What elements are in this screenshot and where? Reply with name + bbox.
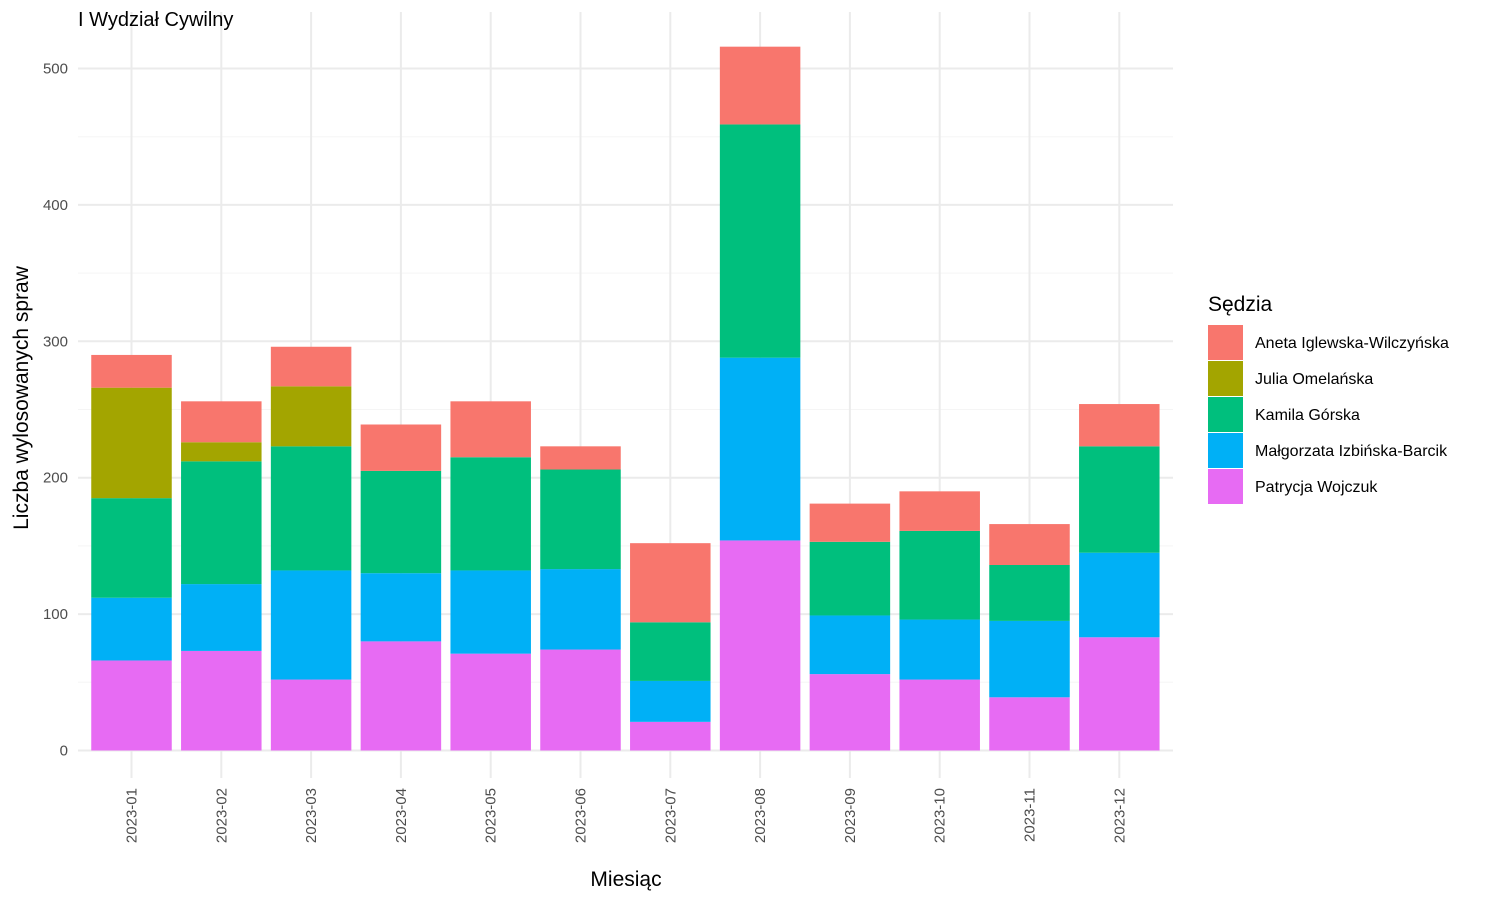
bar-segment — [450, 570, 531, 654]
bar-segment — [360, 573, 442, 642]
y-tick-label: 100 — [43, 606, 68, 623]
legend-swatch — [1208, 325, 1243, 360]
bar-segment — [899, 619, 980, 680]
bar-segment — [91, 354, 172, 388]
bar-segment — [91, 498, 172, 598]
y-tick-label: 0 — [60, 743, 68, 760]
legend-label: Julia Omelańska — [1255, 371, 1373, 388]
bar-segment — [450, 653, 531, 751]
bar-segment — [91, 597, 172, 661]
x-tick-label: 2023-12 — [1111, 788, 1128, 843]
bar-segment — [450, 401, 531, 458]
bar-segment — [91, 660, 172, 751]
bar-segment — [630, 622, 711, 681]
x-tick-label: 2023-02 — [213, 788, 230, 843]
bar-segment — [989, 564, 1070, 621]
bar-segment — [181, 584, 262, 651]
y-tick-label: 500 — [43, 61, 68, 78]
y-tick-label: 200 — [43, 470, 68, 487]
legend-label: Małgorzata Izbińska-Barcik — [1255, 443, 1448, 460]
legend-label: Kamila Górska — [1255, 407, 1360, 424]
chart-title: I Wydział Cywilny — [78, 9, 233, 31]
bar-segment — [270, 386, 352, 447]
bars — [91, 46, 1160, 751]
bar-segment — [270, 570, 352, 680]
bar-segment — [540, 446, 621, 470]
x-tick-label: 2023-08 — [752, 788, 769, 843]
bar-segment — [360, 641, 442, 751]
legend-label: Patrycja Wojczuk — [1255, 479, 1378, 496]
bar-segment — [181, 461, 262, 585]
bar-segment — [1079, 552, 1160, 638]
x-tick-label: 2023-11 — [1022, 788, 1039, 842]
bar-segment — [1079, 446, 1160, 553]
legend-swatch — [1208, 397, 1243, 432]
bar-segment — [630, 543, 711, 623]
x-tick-label: 2023-09 — [842, 788, 859, 843]
bar-segment — [719, 46, 801, 125]
bar-segment — [809, 503, 891, 542]
y-tick-label: 400 — [43, 197, 68, 214]
bar-segment — [540, 649, 621, 751]
bar-segment — [270, 346, 352, 387]
bar-segment — [989, 524, 1070, 565]
bar-segment — [989, 697, 1070, 751]
bar-segment — [270, 679, 352, 751]
bar-segment — [1079, 637, 1160, 751]
legend-swatch — [1208, 433, 1243, 468]
bar-segment — [360, 470, 442, 574]
y-tick-label: 300 — [43, 333, 68, 350]
bar-segment — [540, 469, 621, 570]
x-tick-label: 2023-03 — [303, 788, 320, 843]
x-axis-ticks: 2023-01 2023-02 2023-03 2023-04 2023-05 2023-… — [124, 788, 1129, 843]
bar-segment — [809, 674, 891, 751]
legend: Sędzia Aneta Iglewska-Wilczyńska Julia Om… — [1208, 293, 1449, 504]
legend-label: Aneta Iglewska-Wilczyńska — [1255, 335, 1449, 352]
x-tick-label: 2023-04 — [393, 788, 410, 843]
bar-segment — [1079, 404, 1160, 447]
bar-segment — [719, 124, 801, 358]
bar-segment — [809, 615, 891, 675]
x-axis-title: Miesiąc — [590, 868, 661, 891]
x-tick-label: 2023-01 — [124, 788, 141, 843]
bar-segment — [270, 446, 352, 571]
bar-segment — [181, 442, 262, 462]
bar-segment — [181, 650, 262, 751]
bar-segment — [989, 620, 1070, 698]
x-tick-label: 2023-05 — [483, 788, 500, 843]
x-tick-label: 2023-10 — [932, 788, 949, 843]
y-axis-title: Liczba wylosowanych spraw — [10, 265, 33, 530]
legend-title: Sędzia — [1208, 293, 1273, 316]
bar-segment — [360, 424, 442, 471]
bar-segment — [899, 530, 980, 620]
bar-segment — [809, 541, 891, 616]
bar-segment — [899, 679, 980, 751]
x-tick-label: 2023-06 — [573, 788, 590, 843]
bar-segment — [91, 387, 172, 499]
x-tick-label: 2023-07 — [662, 788, 679, 843]
bar-segment — [450, 457, 531, 571]
bar-segment — [630, 721, 711, 751]
y-axis-ticks: 0 100 200 300 400 500 — [43, 61, 68, 760]
legend-swatch — [1208, 361, 1243, 396]
bar-segment — [899, 491, 980, 531]
bar-segment — [719, 357, 801, 541]
bar-segment — [630, 680, 711, 722]
legend-swatch — [1208, 469, 1243, 504]
bar-segment — [181, 401, 262, 443]
bar-segment — [719, 540, 801, 751]
bar-segment — [540, 569, 621, 650]
